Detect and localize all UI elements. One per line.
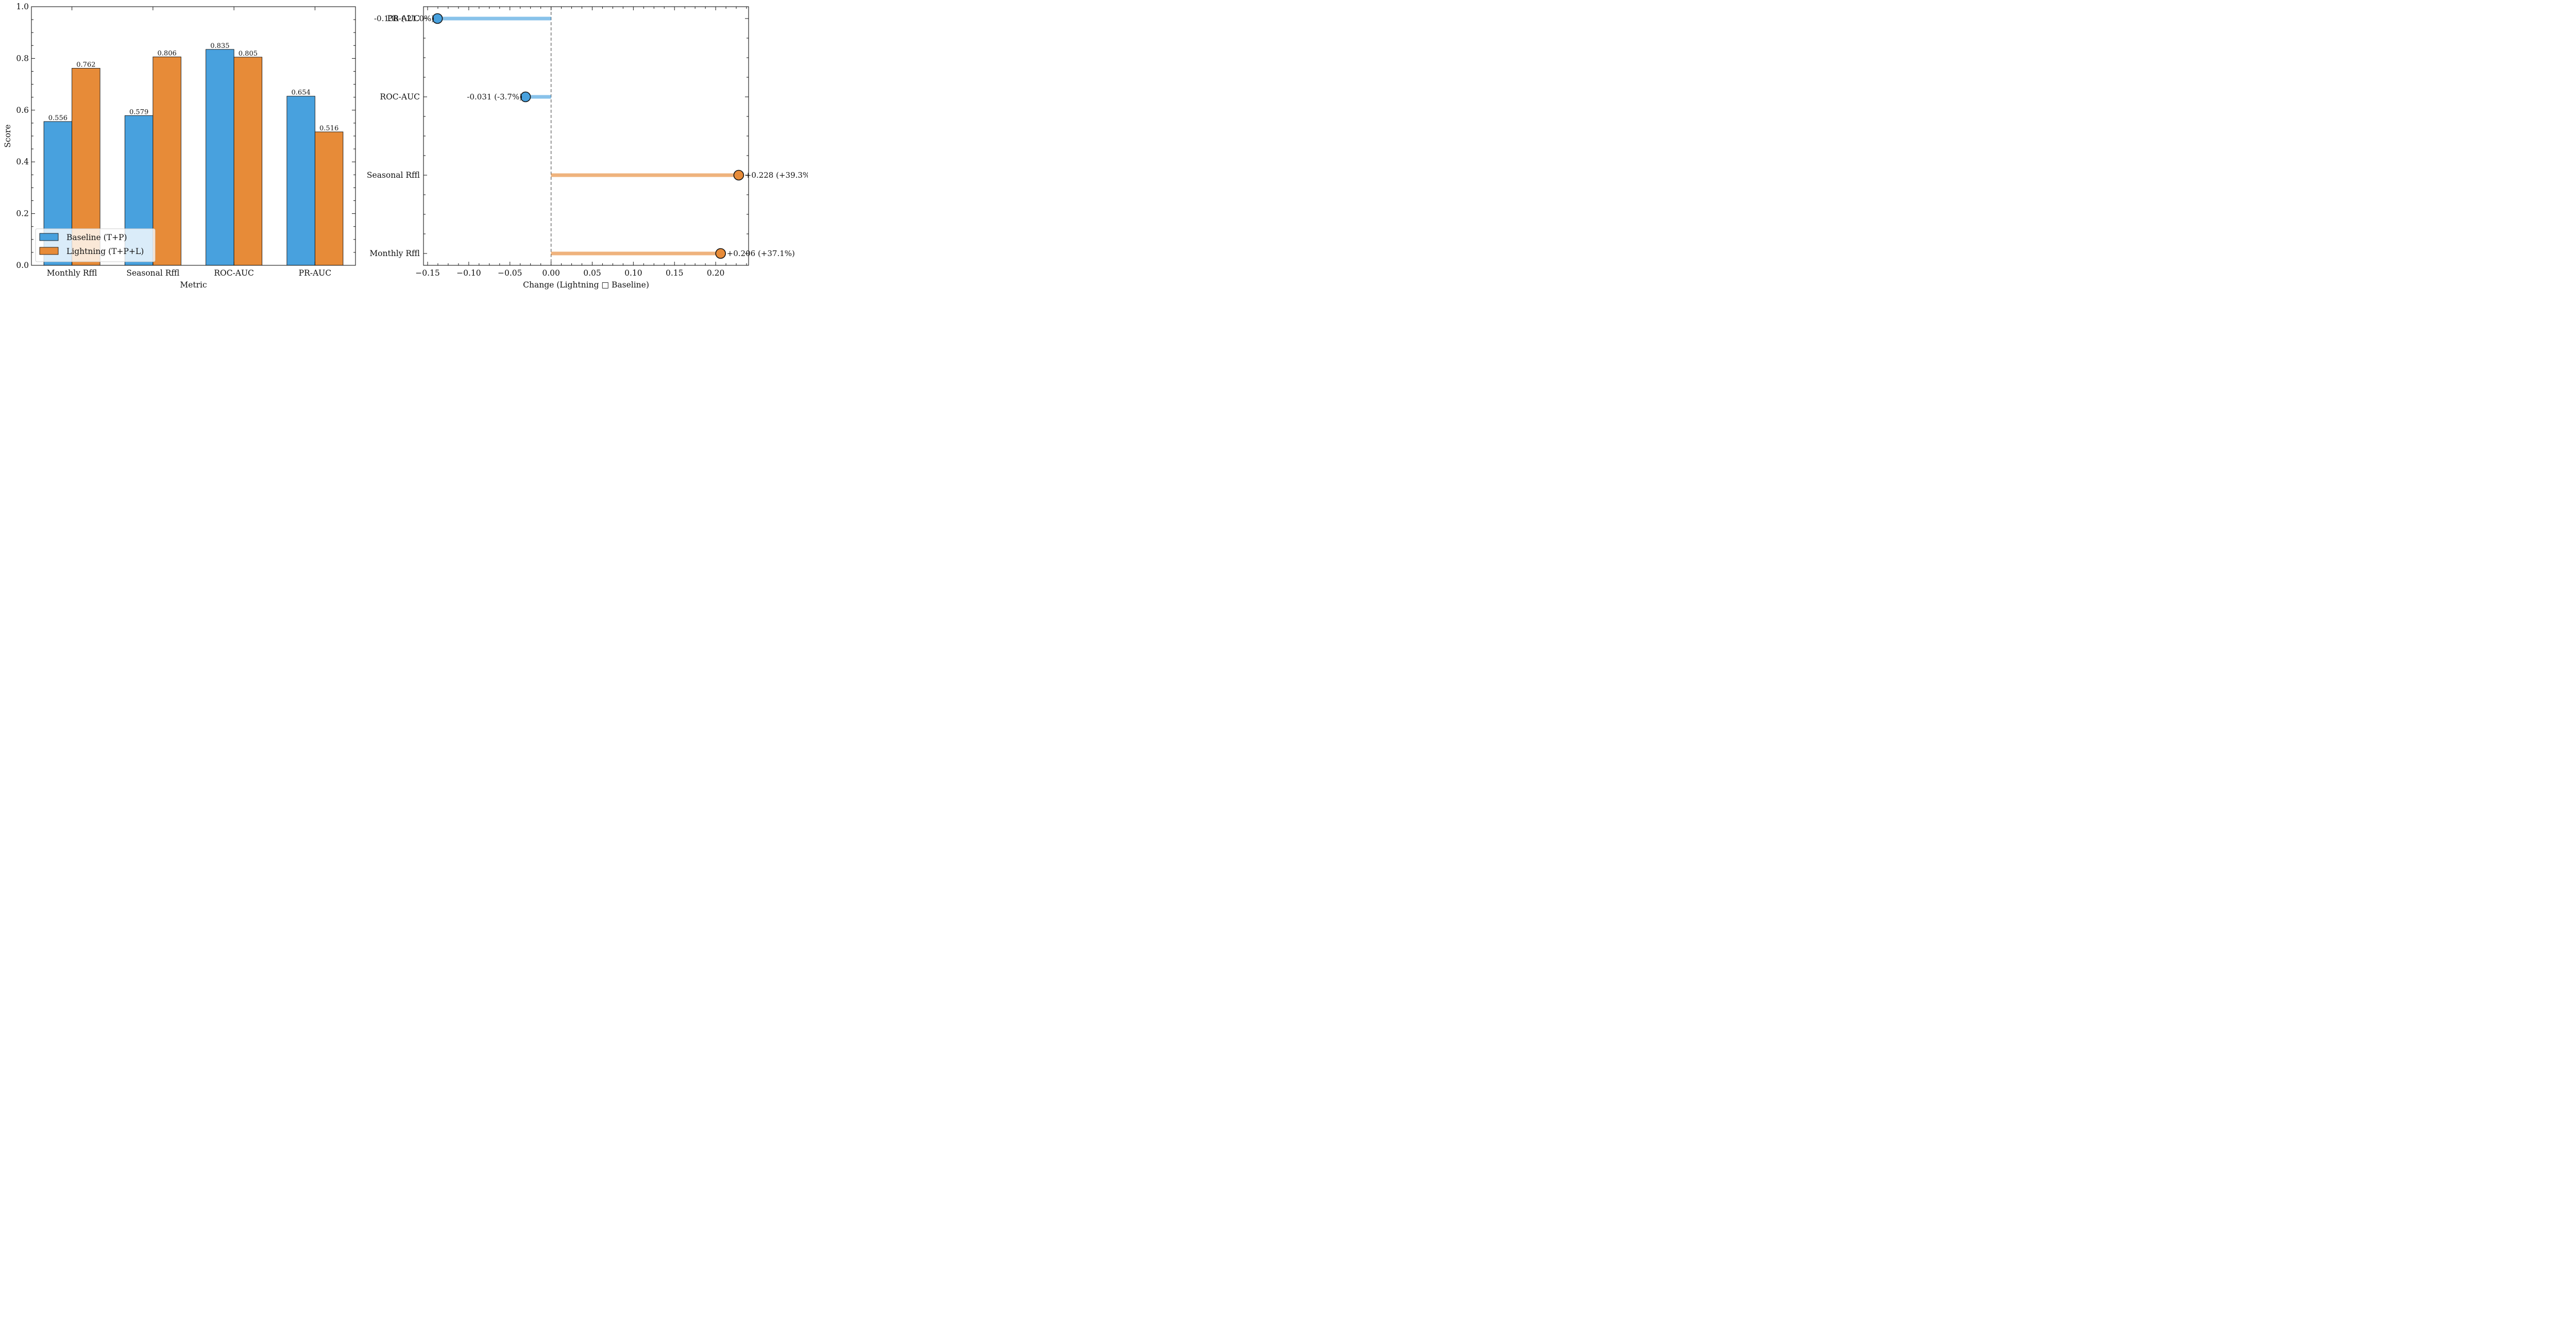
bar-value-label: 0.654 [292,89,311,97]
x-tick-label: Seasonal Rffl [126,268,179,278]
y-tick-label: Seasonal Rffl [367,171,420,180]
lollipop-point [734,171,743,180]
x-tick-label: 0.05 [583,268,601,278]
y-tick-label: Monthly Rffl [369,249,420,258]
y-tick-label: 0.2 [16,209,29,218]
bar-value-label: 0.835 [210,42,229,50]
x-tick-label: 0.10 [624,268,642,278]
bar-value-label: 0.806 [158,49,177,57]
y-tick-label: 0.4 [16,157,29,166]
change-value-label: +0.228 (+39.3%) [745,171,808,180]
plot-frame [423,7,749,265]
change-value-label: +0.206 (+37.1%) [727,249,795,258]
y-tick-label: ROC-AUC [380,92,420,101]
bar [206,49,234,265]
legend-label: Lightning (T+P+L) [66,247,144,256]
lollipop-point [716,249,725,259]
y-tick-label: 0.6 [16,106,29,115]
legend-swatch [40,247,58,255]
y-tick-label: PR-AUC [387,14,420,23]
x-axis-label: Change (Lightning □ Baseline) [523,280,649,290]
legend-swatch [40,233,58,241]
bar-value-label: 0.579 [129,108,148,116]
x-tick-label: 0.15 [666,268,684,278]
x-tick-label: ROC-AUC [214,268,254,278]
legend-label: Baseline (T+P) [66,233,127,242]
x-tick-label: Monthly Rffl [47,268,97,278]
bar [234,57,262,265]
x-tick-label: −0.05 [498,268,522,278]
x-tick-label: −0.10 [456,268,481,278]
legend: Baseline (T+P) Lightning (T+P+L) [36,229,155,262]
figure: 0.556 0.579 0.835 0.654 0.762 0.806 0.805 0.516… [0,0,808,295]
bar-value-label: 0.556 [48,114,67,122]
change-value-label: -0.031 (-3.7%) [467,92,522,101]
bar-value-label: 0.805 [239,50,258,58]
y-tick-label: 0.8 [16,54,29,63]
bar-value-label: 0.516 [319,125,338,132]
y-axis-label: Score [3,124,12,147]
bar [287,96,315,265]
y-tick-label: 0.0 [16,261,29,270]
x-tick-label: 0.00 [542,268,560,278]
y-tick-label: 1.0 [16,2,29,11]
score-bar-chart: 0.556 0.579 0.835 0.654 0.762 0.806 0.805 0.516… [3,2,355,290]
x-tick-label: PR-AUC [299,268,331,278]
x-axis-label: Metric [180,280,207,290]
x-tick-label: 0.20 [707,268,725,278]
bar [315,132,343,265]
change-lollipop-chart: -0.138 (-21.0%)-0.031 (-3.7%)+0.228 (+39… [367,7,808,290]
bar-value-label: 0.762 [76,61,95,69]
bar [153,57,181,265]
chart-svg: 0.556 0.579 0.835 0.654 0.762 0.806 0.805 0.516… [0,0,808,295]
x-tick-label: −0.15 [415,268,440,278]
